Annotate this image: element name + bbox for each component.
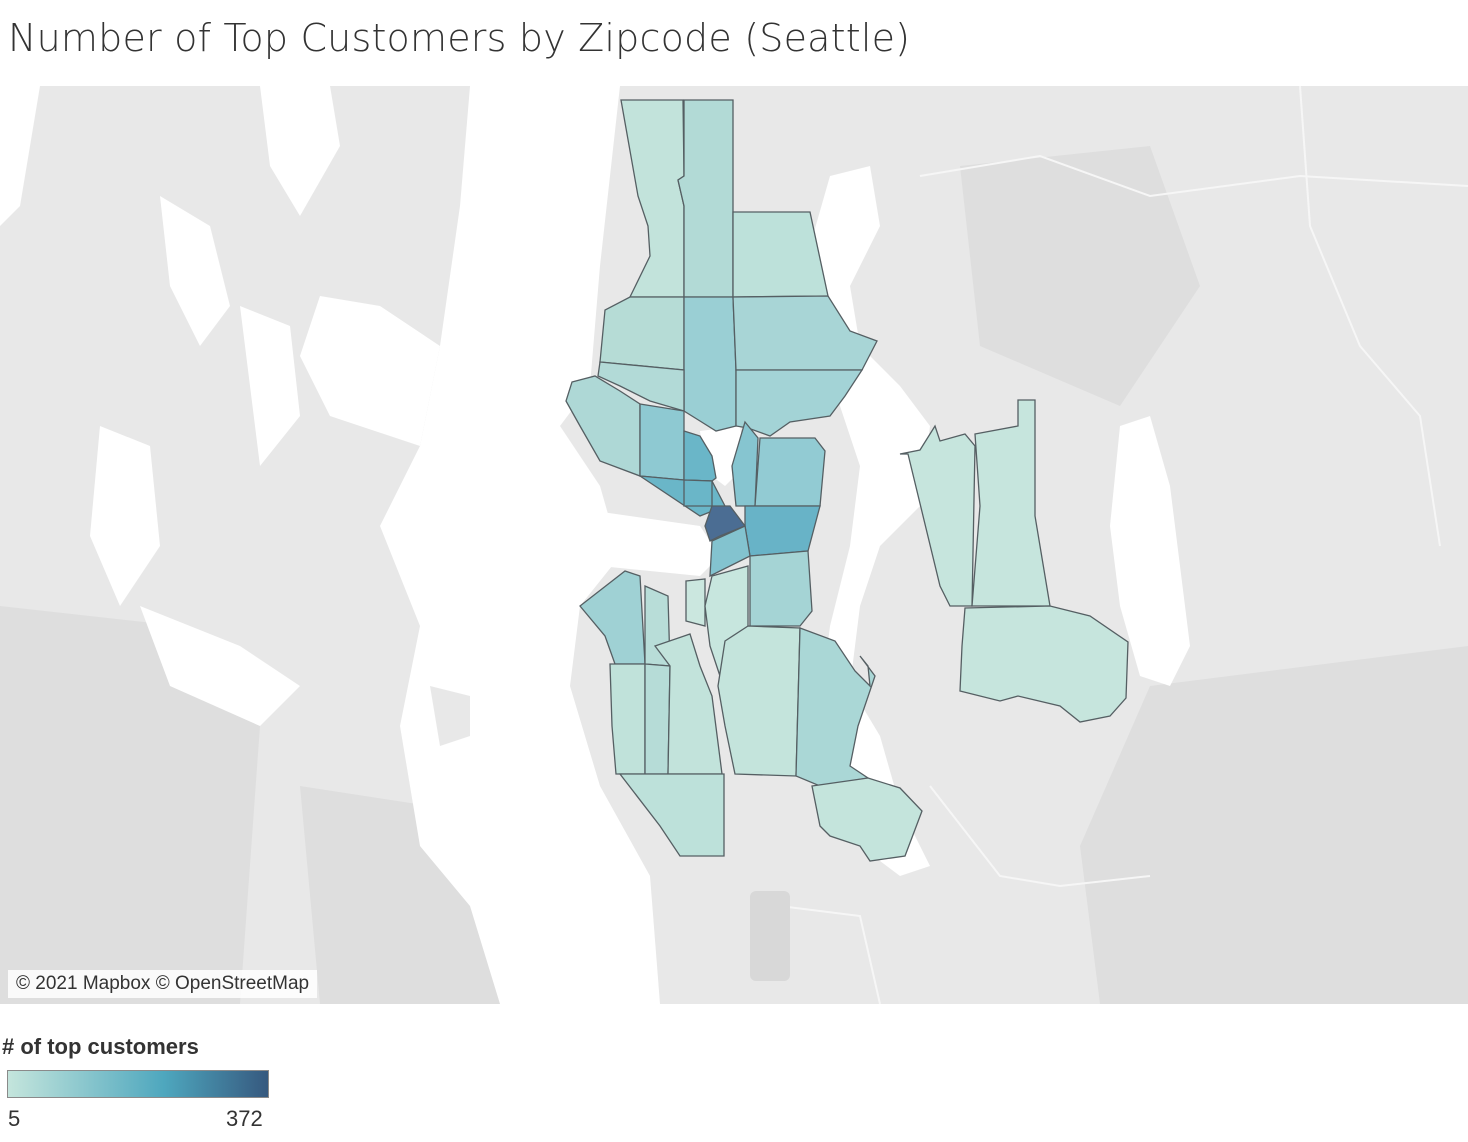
zipcode-region[interactable] — [683, 479, 713, 507]
zipcode-region[interactable] — [717, 625, 801, 777]
map-view[interactable]: © 2021 Mapbox © OpenStreetMap — [0, 86, 1468, 1004]
water-bodies — [0, 86, 1190, 1004]
zipcode-region[interactable] — [639, 403, 685, 481]
zipcode-region[interactable] — [618, 773, 725, 857]
zipcode-region[interactable] — [971, 399, 1051, 607]
zipcode-region[interactable] — [749, 550, 813, 627]
zipcode-region[interactable] — [744, 505, 821, 557]
zipcode-region[interactable] — [644, 663, 671, 775]
roads — [779, 86, 1468, 1004]
zipcode-region[interactable] — [704, 505, 747, 542]
zipcode-region[interactable] — [811, 777, 923, 862]
zipcode-region[interactable] — [597, 361, 685, 412]
zipcode-region[interactable] — [685, 578, 706, 627]
zipcode-region[interactable] — [683, 296, 737, 432]
legend-color-ramp — [7, 1070, 269, 1098]
legend-title: # of top customers — [2, 1034, 199, 1059]
airport-area — [750, 891, 790, 981]
legend-min-value: 5 — [8, 1106, 21, 1131]
zipcode-region[interactable] — [677, 99, 734, 298]
map-canvas[interactable] — [0, 86, 1468, 1004]
legend-max-value: 372 — [226, 1106, 263, 1131]
zipcode-region[interactable] — [735, 369, 864, 437]
zipcode-region[interactable] — [754, 437, 826, 507]
map-attribution: © 2021 Mapbox © OpenStreetMap — [8, 970, 318, 998]
zipcode-region[interactable] — [709, 525, 751, 578]
zipcode-region[interactable] — [599, 296, 685, 371]
terrain-shading — [0, 146, 1468, 1004]
zipcode-region[interactable] — [899, 424, 976, 607]
color-legend: # of top customers 5 372 — [0, 1034, 300, 1131]
zipcode-region[interactable] — [609, 663, 646, 775]
zipcode-regions[interactable] — [565, 99, 1129, 862]
page-title: Number of Top Customers by Zipcode (Seat… — [8, 16, 911, 60]
zipcode-region[interactable] — [653, 633, 723, 775]
zipcode-region[interactable] — [959, 605, 1129, 723]
